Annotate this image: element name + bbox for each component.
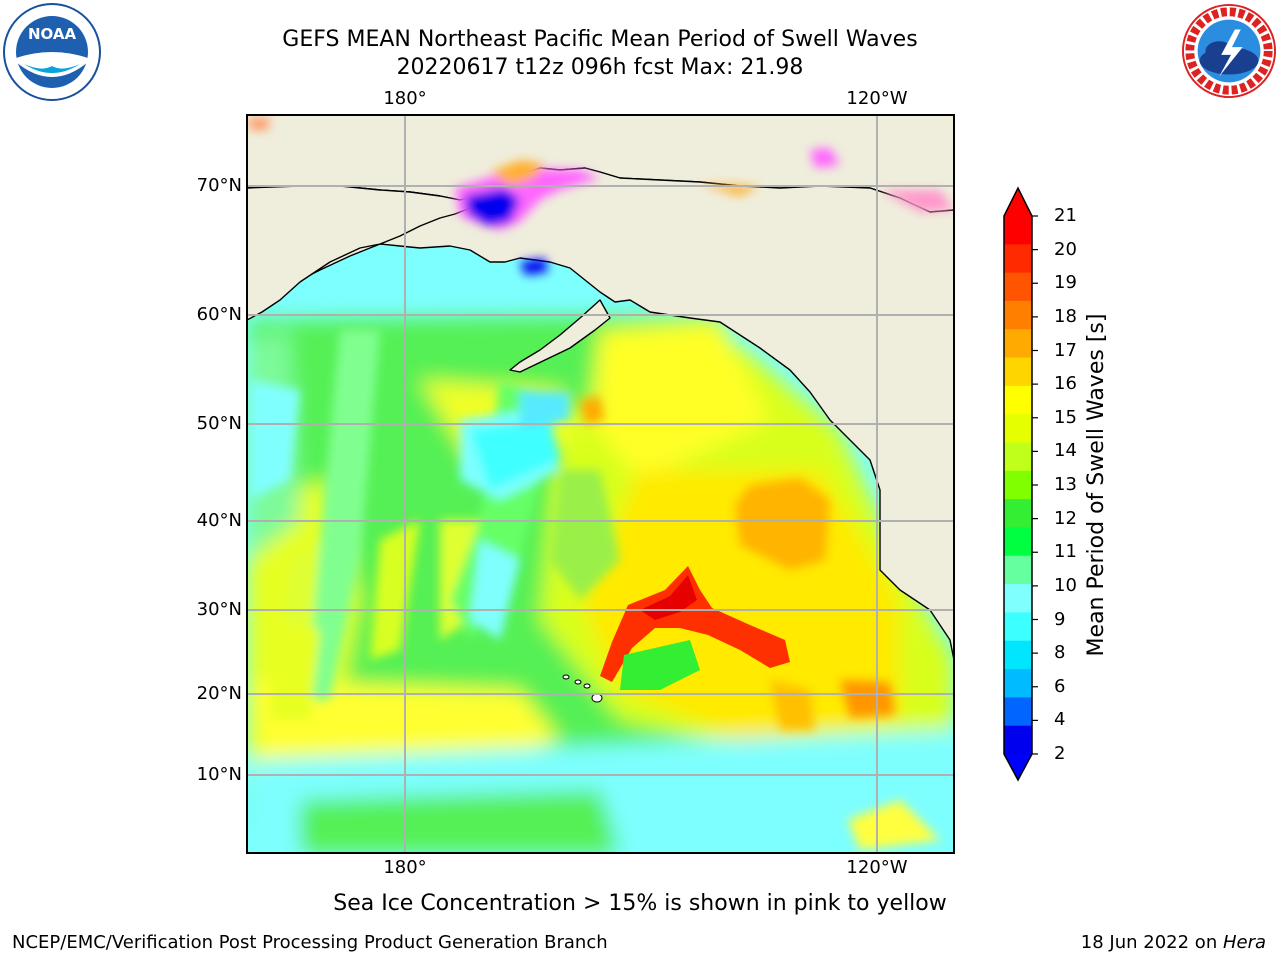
colorbar-segment xyxy=(1004,669,1032,698)
chart-title: GEFS MEAN Northeast Pacific Mean Period … xyxy=(282,27,918,52)
colorbar-tick-label: 16 xyxy=(1054,373,1077,395)
colorbar-tick-label: 14 xyxy=(1054,440,1077,462)
land-masses xyxy=(247,115,954,661)
colorbar-segment xyxy=(1004,584,1032,613)
colorbar-segment xyxy=(1004,216,1032,245)
colorbar-tick-label: 21 xyxy=(1054,205,1077,226)
lat-label-30n: 30°N xyxy=(196,599,242,620)
colorbar xyxy=(1003,186,1038,782)
sea-ice xyxy=(248,118,954,275)
colorbar-segment xyxy=(1004,640,1032,670)
map-frame xyxy=(246,114,955,854)
colorbar-segment xyxy=(1004,470,1032,500)
noaa-logo-icon: NOAA xyxy=(3,3,101,101)
chart-subtitle: 20220617 t12z 096h fcst Max: 21.98 xyxy=(396,55,804,80)
footer-host: Hera xyxy=(1222,932,1266,953)
colorbar-segment xyxy=(1004,272,1032,302)
lon-label-bottom-120w: 120°W xyxy=(846,857,908,878)
lon-label-top-180: 180° xyxy=(383,88,427,109)
colorbar-segment xyxy=(1004,442,1032,472)
colorbar-segment xyxy=(1004,300,1032,330)
colorbar-under-arrow xyxy=(1004,754,1032,780)
alaska-peninsula xyxy=(509,299,611,373)
colorbar-segment xyxy=(1004,414,1032,444)
colorbar-segment xyxy=(1004,725,1032,755)
colorbar-segment xyxy=(1004,555,1032,585)
swell-max-band xyxy=(600,566,790,690)
map-plot-area xyxy=(247,115,954,853)
colorbar-tick-label: 2 xyxy=(1054,743,1066,764)
graticule xyxy=(247,115,954,853)
colorbar-segment xyxy=(1004,357,1032,387)
lon-label-top-120w: 120°W xyxy=(846,88,908,109)
colorbar-tick-label: 11 xyxy=(1054,541,1077,563)
colorbar-tick-label: 15 xyxy=(1054,406,1077,428)
colorbar-tick-label: 4 xyxy=(1054,709,1066,731)
colorbar-tick-label: 13 xyxy=(1054,474,1077,495)
siberia-tip xyxy=(247,115,481,321)
colorbar-tick-label: 17 xyxy=(1054,339,1077,361)
colorbar-tick-label: 18 xyxy=(1054,305,1077,327)
colorbar-segment xyxy=(1004,385,1032,415)
lat-label-20n: 20°N xyxy=(196,683,242,704)
colorbar-segment xyxy=(1004,527,1032,557)
colorbar-segment xyxy=(1004,697,1032,727)
sea-ice-caption: Sea Ice Concentration > 15% is shown in … xyxy=(333,891,947,916)
lon-label-bottom-180: 180° xyxy=(383,857,427,878)
lat-label-70n: 70°N xyxy=(196,175,242,196)
colorbar-tick-label: 10 xyxy=(1054,574,1077,596)
footer-date: 18 Jun 2022 on Hera xyxy=(1081,933,1266,953)
colorbar-segment xyxy=(1004,499,1032,528)
nws-logo-icon xyxy=(1181,3,1277,99)
colorbar-tick-label: 9 xyxy=(1054,608,1066,630)
colorbar-tick-label: 8 xyxy=(1054,642,1066,664)
colorbar-tick-label: 6 xyxy=(1054,675,1066,697)
colorbar-over-arrow xyxy=(1004,188,1032,216)
colorbar-label: Mean Period of Swell Waves [s] xyxy=(1084,313,1109,657)
lat-label-40n: 40°N xyxy=(196,510,242,531)
footer-branch: NCEP/EMC/Verification Post Processing Pr… xyxy=(12,932,608,953)
colorbar-segment xyxy=(1004,244,1032,274)
colorbar-segment xyxy=(1004,612,1032,642)
colorbar-tick-label: 12 xyxy=(1054,507,1077,529)
lat-label-60n: 60°N xyxy=(196,304,242,325)
lat-label-50n: 50°N xyxy=(196,413,242,434)
swell-orange-patches xyxy=(580,396,940,850)
colorbar-tick-label: 20 xyxy=(1054,238,1077,260)
noaa-logo-text: NOAA xyxy=(28,25,77,43)
colorbar-tick-label: 19 xyxy=(1054,272,1077,294)
lat-label-10n: 10°N xyxy=(196,764,242,785)
colorbar-segment xyxy=(1004,329,1032,359)
footer-date-text: 18 Jun 2022 on xyxy=(1080,932,1223,953)
